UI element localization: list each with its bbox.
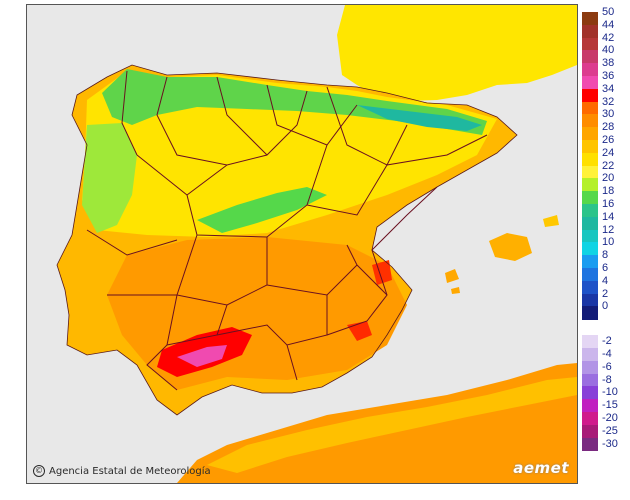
- legend-swatch: [582, 399, 598, 413]
- legend-label: 10: [602, 236, 615, 249]
- legend-swatch: [582, 101, 598, 115]
- temperature-map: © Agencia Estatal de Meteorología aemet: [26, 4, 578, 484]
- legend-label: 32: [602, 95, 615, 108]
- legend-label: 12: [602, 223, 615, 236]
- legend-swatch: [582, 437, 598, 451]
- guadalquivir-magenta: [177, 345, 227, 367]
- legend-swatch: [582, 216, 598, 231]
- legend-label: -20: [602, 412, 618, 424]
- legend-swatch: [582, 268, 598, 282]
- legend-label: 18: [602, 185, 615, 198]
- ibiza: [445, 269, 459, 283]
- legend-label: -30: [602, 437, 618, 450]
- legend-label: 34: [602, 82, 615, 95]
- legend-swatch: [582, 335, 598, 349]
- legend-label: 2: [602, 287, 609, 300]
- legend-swatch: [582, 178, 598, 192]
- legend-label: -10: [602, 386, 618, 399]
- legend-label: 26: [602, 134, 615, 146]
- legend-swatch: [582, 360, 598, 375]
- legend-label: 30: [602, 108, 615, 121]
- legend-label: -6: [602, 360, 612, 373]
- pyrenees-cyan: [357, 105, 482, 131]
- legend-swatch: [582, 24, 598, 39]
- map-canvas: [56, 5, 577, 483]
- galicia-green: [82, 123, 137, 233]
- south-hot-zone: [107, 237, 407, 390]
- formentera: [451, 287, 460, 294]
- africa-coast-yellow: [207, 377, 577, 473]
- legend-swatch: [582, 50, 598, 64]
- legend-swatch: [582, 373, 598, 387]
- menorca: [543, 215, 559, 227]
- legend-label: 22: [602, 159, 615, 172]
- agency-name: Agencia Estatal de Meteorología: [49, 465, 211, 477]
- legend-swatch: [582, 127, 598, 141]
- legend-swatch: [582, 386, 598, 400]
- legend-label: -2: [602, 335, 612, 348]
- legend-swatch: [582, 114, 598, 128]
- legend-swatch: [582, 12, 598, 26]
- legend-swatch: [582, 306, 598, 320]
- agency-credit: © Agencia Estatal de Meteorología: [33, 465, 211, 477]
- province-borders: [86, 70, 488, 391]
- legend-label: 42: [602, 31, 615, 44]
- legend-swatch: [582, 293, 598, 307]
- legend-label: -8: [602, 373, 612, 386]
- temperature-legend: 50 44 42 40 38 36 34 32 30 28 26 24 22 20 18 16 14 12 10 8 6…: [582, 6, 630, 488]
- legend-swatch: [582, 280, 598, 295]
- legend-swatch: [582, 37, 598, 51]
- copyright-icon: ©: [33, 465, 45, 477]
- legend-swatch: [582, 152, 598, 167]
- legend-label: 40: [602, 44, 615, 57]
- legend-label: 0: [602, 300, 609, 313]
- legend-swatch: [582, 88, 598, 103]
- legend-label: 50: [602, 6, 615, 18]
- legend-label: 24: [602, 146, 615, 159]
- legend-label: 14: [602, 210, 615, 223]
- legend-label: 28: [602, 121, 615, 134]
- legend-label: 44: [602, 18, 615, 31]
- legend-swatch: [582, 229, 598, 243]
- france-region: [337, 5, 577, 101]
- legend-label: 8: [602, 249, 609, 262]
- legend-swatch: [582, 140, 598, 154]
- legend-label: 38: [602, 57, 615, 70]
- legend-swatch: [582, 76, 598, 90]
- legend-swatch: [582, 191, 598, 205]
- mallorca: [489, 233, 532, 261]
- legend-swatch: [582, 348, 598, 362]
- coastline: [56, 64, 518, 416]
- legend-swatch: [582, 165, 598, 179]
- legend-label: 6: [602, 262, 609, 274]
- legend-swatch: [582, 242, 598, 256]
- legend-label: -4: [602, 348, 612, 360]
- legend-label: 4: [602, 274, 609, 287]
- central-system: [197, 187, 327, 233]
- legend-label: -15: [602, 399, 618, 412]
- legend-swatch: [582, 255, 598, 269]
- legend-swatch: [582, 424, 598, 439]
- aemet-logo: aemet: [513, 459, 569, 477]
- legend-swatch: [582, 412, 598, 426]
- legend-label: 16: [602, 198, 615, 210]
- legend-label: 36: [602, 70, 615, 82]
- legend-swatch: [582, 204, 598, 218]
- legend-label: -25: [602, 424, 618, 437]
- legend-swatch: [582, 63, 598, 77]
- legend-label: 20: [602, 172, 615, 185]
